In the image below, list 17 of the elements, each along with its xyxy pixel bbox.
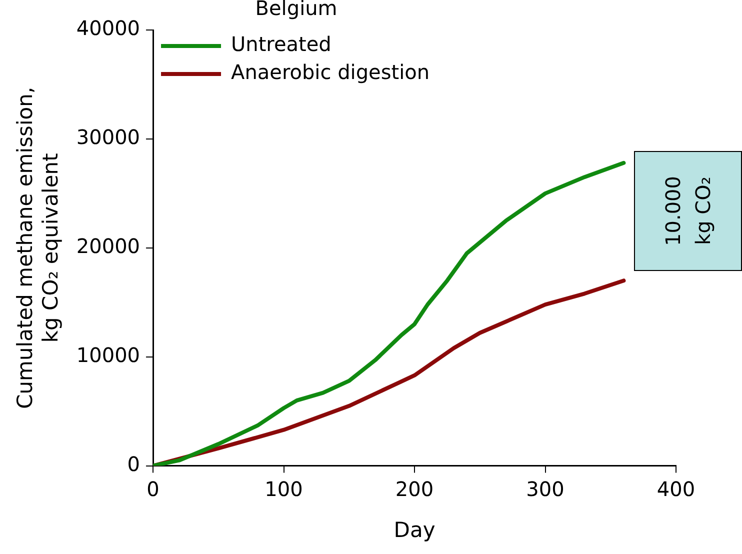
y-tick-label: 20000 (76, 234, 140, 258)
legend-title: Belgium (255, 0, 338, 20)
x-tick-label: 0 (146, 477, 160, 502)
x-axis-title: Day (394, 518, 436, 542)
y-tick-label: 0 (127, 452, 140, 476)
y-axis-title: Cumulated methane emission, kg CO₂ equivalent (13, 86, 62, 409)
x-tick-label: 300 (526, 477, 564, 502)
y-tick-label: 40000 (76, 16, 140, 40)
x-tick-label: 200 (395, 477, 434, 502)
y-tick-label: 30000 (76, 125, 140, 150)
legend-label: Anaerobic digestion (231, 60, 430, 84)
x-tick-label: 400 (656, 477, 696, 502)
y-tick-label: 10000 (76, 343, 140, 368)
x-tick-label: 100 (264, 477, 303, 502)
annotation: 10.000 kg CO₂ (660, 176, 716, 246)
legend-label: Untreated (231, 32, 332, 56)
note-box: 10.000 kg CO₂ (634, 151, 742, 271)
